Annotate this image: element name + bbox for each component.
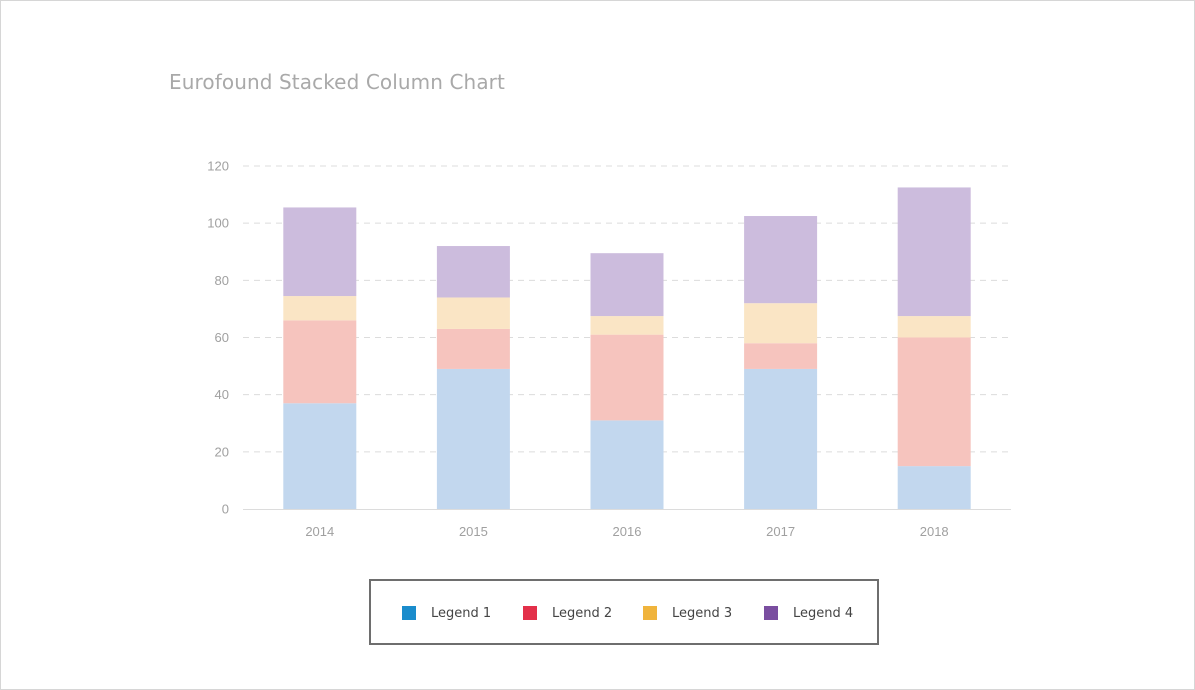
bar-segment-2-2016[interactable] [590,334,664,421]
bar-segment-1-2015[interactable] [436,368,510,509]
bar-segment-2-2018[interactable] [897,337,971,467]
y-tick-label: 60 [215,330,229,345]
y-tick-label: 80 [215,273,229,288]
legend-item-4[interactable]: Legend 4 [764,605,853,621]
y-tick-label: 0 [222,502,229,517]
bar-segment-4-2017[interactable] [744,216,818,304]
bar-segment-3-2015[interactable] [436,297,510,329]
legend-swatch-4 [764,606,778,620]
bar-segment-3-2018[interactable] [897,316,971,338]
legend: Legend 1 Legend 2 Legend 3 Legend 4 [369,579,879,645]
bar-segment-4-2016[interactable] [590,253,664,317]
legend-item-3[interactable]: Legend 3 [643,605,732,621]
bar-segment-2-2014[interactable] [283,320,357,404]
chart-title: Eurofound Stacked Column Chart [169,70,505,94]
legend-swatch-1 [402,606,416,620]
x-tick-label: 2015 [459,524,488,539]
legend-swatch-2 [523,606,537,620]
y-tick-label: 100 [207,216,229,231]
y-tick-label: 40 [215,387,229,402]
legend-label-4: Legend 4 [793,605,854,621]
legend-item-2[interactable]: Legend 2 [523,605,612,621]
legend-label-3: Legend 3 [672,605,733,621]
bar-segment-4-2018[interactable] [897,187,971,317]
y-tick-label: 120 [207,159,229,174]
bar-segment-3-2014[interactable] [283,296,357,321]
x-tick-label: 2018 [920,524,949,539]
x-tick-label: 2016 [613,524,642,539]
legend-label-1: Legend 1 [431,605,492,621]
x-tick-label: 2014 [305,524,334,539]
bar-segment-4-2014[interactable] [283,207,357,297]
legend-swatch-3 [643,606,657,620]
y-tick-label: 20 [215,444,229,459]
bar-segment-4-2015[interactable] [436,246,510,298]
bar-segment-1-2014[interactable] [283,403,357,509]
bar-segment-3-2016[interactable] [590,316,664,335]
bar-segment-2-2017[interactable] [744,343,818,369]
legend-item-1[interactable]: Legend 1 [402,605,491,621]
bar-segment-1-2016[interactable] [590,420,664,509]
x-tick-label: 2017 [766,524,795,539]
legend-label-2: Legend 2 [552,605,613,621]
bar-segment-2-2015[interactable] [436,328,510,369]
bar-segment-1-2018[interactable] [897,466,971,509]
bar-segment-1-2017[interactable] [744,368,818,509]
bar-segment-3-2017[interactable] [744,303,818,344]
